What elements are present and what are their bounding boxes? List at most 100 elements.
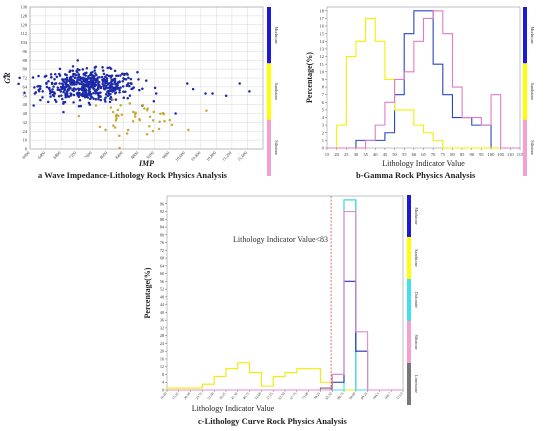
a-point-mudstone xyxy=(94,83,98,87)
a-point-mudstone xyxy=(94,65,98,69)
a-point-mudstone xyxy=(107,82,111,85)
a-point-sandstone xyxy=(170,123,174,127)
a-point-mudstone xyxy=(95,77,98,81)
a-y-tick-label: 40 xyxy=(23,111,28,116)
a-point-sandstone xyxy=(114,114,118,118)
c-legend-label-4: Limestone xyxy=(414,375,419,393)
a-y-tick-label: 32 xyxy=(23,120,28,125)
a-x-tick-label: 8800 xyxy=(130,150,140,160)
a-point-mudstone xyxy=(115,74,118,78)
a-point-mudstone xyxy=(71,69,75,73)
c-x-tick-label: 36.25 xyxy=(218,391,226,400)
a-x-tick-label: 8000 xyxy=(99,150,109,160)
a-point-mudstone xyxy=(60,87,63,91)
a-point-sandstone xyxy=(143,107,146,110)
a-point-mudstone xyxy=(84,92,87,96)
a-point-mudstone xyxy=(81,91,85,94)
a-point-mudstone xyxy=(66,95,70,98)
a-point-mudstone xyxy=(77,104,81,108)
b-x-tick-label: 115 xyxy=(517,152,524,157)
a-point-mudstone xyxy=(63,73,67,76)
a-x-tick-label: 7600 xyxy=(83,150,93,160)
a-point-mudstone xyxy=(98,75,101,79)
a-point-mudstone xyxy=(69,79,72,82)
a-y-tick-label: 56 xyxy=(23,93,28,98)
a-point-mudstone xyxy=(72,83,76,86)
a-point-mudstone xyxy=(88,103,92,106)
b-series-sandstone xyxy=(327,17,520,149)
caption-c: c-Lithology Curve Rock Physics Analysis xyxy=(198,416,347,426)
a-point-mudstone xyxy=(107,74,111,78)
a-point-mudstone xyxy=(45,85,49,89)
a-point-mudstone xyxy=(106,66,109,70)
c-series-siltstone xyxy=(167,210,403,391)
a-point-mudstone xyxy=(126,96,130,100)
a-point-mudstone xyxy=(45,81,48,85)
a-point-mudstone xyxy=(83,80,87,84)
a-point-mudstone xyxy=(108,87,111,90)
a-point-mudstone xyxy=(56,86,60,89)
a-point-mudstone xyxy=(100,75,104,79)
a-point-mudstone xyxy=(110,74,113,78)
b-x-axis-title: Lithology Indicator Value xyxy=(382,159,465,168)
b-x-tick-label: 105 xyxy=(497,152,505,157)
a-point-sandstone xyxy=(133,115,137,118)
a-point-mudstone xyxy=(103,98,107,101)
a-point-mudstone xyxy=(23,91,26,95)
c-x-tick-label: 25.75 xyxy=(195,391,203,400)
a-point-mudstone xyxy=(52,85,55,88)
a-point-sandstone xyxy=(126,128,130,132)
c-y-tick-label: 0 xyxy=(162,388,164,393)
c-y-tick-label: 60 xyxy=(160,271,164,276)
a-point-mudstone xyxy=(238,82,241,85)
a-point-sandstone xyxy=(113,126,117,129)
c-x-axis-title: Lithology Indicator Value xyxy=(192,404,275,413)
c-y-tick-label: 96 xyxy=(160,201,164,206)
a-point-mudstone xyxy=(70,92,73,96)
c-x-tick-label: 62.50 xyxy=(277,391,285,400)
a-point-mudstone xyxy=(3,75,6,79)
c-y-tick-label: 4 xyxy=(162,380,165,385)
a-point-sandstone xyxy=(77,114,81,118)
a-point-sandstone xyxy=(132,110,135,114)
b-x-tick-label: 25 xyxy=(344,152,349,157)
a-point-mudstone xyxy=(65,80,69,83)
a-point-mudstone xyxy=(108,84,112,88)
a-point-mudstone xyxy=(87,89,90,93)
a-x-axis-title: IMP xyxy=(138,159,154,168)
a-point-mudstone xyxy=(89,78,93,81)
c-legend-swatch-2 xyxy=(407,279,411,321)
a-point-mudstone xyxy=(62,90,65,94)
a-point-sandstone xyxy=(94,104,98,107)
a-point-mudstone xyxy=(127,76,130,80)
c-x-tick-label: 88.75 xyxy=(336,391,344,400)
a-point-mudstone xyxy=(63,88,66,92)
c-x-tick-label: 41.50 xyxy=(230,391,238,400)
a-point-mudstone xyxy=(65,76,69,80)
a-point-mudstone xyxy=(38,87,42,91)
b-x-tick-label: 65 xyxy=(421,152,426,157)
b-y-tick-label: 18 xyxy=(320,8,325,13)
a-point-mudstone xyxy=(118,91,121,94)
a-point-mudstone xyxy=(76,59,79,62)
a-point-mudstone xyxy=(87,86,91,89)
a-point-mudstone xyxy=(57,95,61,98)
c-x-tick-label: 15.25 xyxy=(171,391,179,400)
a-point-mudstone xyxy=(141,87,144,91)
a-point-mudstone xyxy=(77,73,81,76)
a-point-mudstone xyxy=(97,96,100,99)
a-point-mudstone xyxy=(84,74,87,77)
a-point-mudstone xyxy=(191,87,195,91)
a-y-tick-label: 16 xyxy=(23,138,28,143)
a-point-mudstone xyxy=(62,110,65,114)
a-point-mudstone xyxy=(60,94,63,97)
b-x-tick-label: 60 xyxy=(412,152,417,157)
b-y-tick-label: 7 xyxy=(322,92,325,97)
a-point-mudstone xyxy=(122,96,126,99)
a-x-tick-label: 10,800 xyxy=(205,150,218,163)
b-y-tick-label: 10 xyxy=(320,69,325,74)
c-x-tick-label: 57.25 xyxy=(266,391,274,400)
a-plot-frame xyxy=(29,6,264,150)
b-y-tick-label: 6 xyxy=(322,100,325,105)
